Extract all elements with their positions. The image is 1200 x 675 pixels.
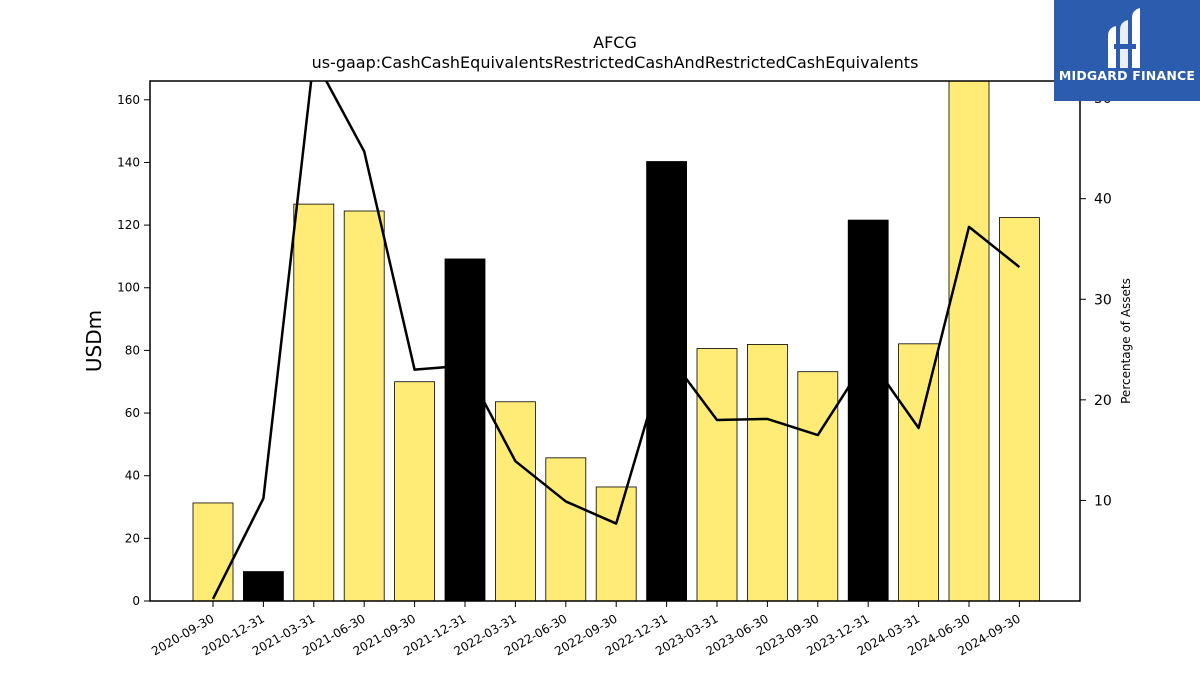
y2-axis-label: Percentage of Assets — [1119, 278, 1133, 404]
logo-text: MIDGARD FINANCE — [1058, 68, 1196, 83]
y-tick-label: 0 — [132, 594, 140, 608]
bar-2020-09-30 — [192, 502, 234, 601]
bar-2023-12-31 — [847, 219, 889, 601]
bar-2023-09-30 — [797, 371, 839, 601]
chart-title: AFCG — [593, 33, 637, 52]
bar-2020-12-31 — [242, 571, 284, 601]
y2-tick-label: 20 — [1094, 393, 1112, 409]
y-tick-label: 20 — [125, 531, 140, 545]
bar-2022-09-30 — [595, 486, 637, 601]
plot-frame — [149, 80, 1081, 602]
bar-2023-06-30 — [747, 344, 788, 601]
y2-tick-label: 10 — [1094, 493, 1112, 509]
bar-2021-06-30 — [343, 210, 385, 601]
x-axis: 2020-09-302020-12-312021-03-312021-06-30… — [149, 601, 1023, 658]
bar-2021-03-31 — [293, 203, 335, 601]
bar-2023-03-31 — [696, 348, 738, 601]
logo-mark-icon — [1108, 8, 1140, 68]
chart-subtitle: us-gaap:CashCashEquivalentsRestrictedCas… — [312, 53, 919, 72]
y-tick-label: 160 — [117, 93, 140, 107]
bar-2024-09-30 — [999, 217, 1040, 601]
y-tick-label: 60 — [125, 406, 140, 420]
y-axis-right: 1020304050 — [1080, 91, 1112, 509]
bar-2024-06-30 — [948, 81, 990, 601]
y-tick-label: 120 — [117, 218, 140, 232]
y-tick-label: 40 — [125, 469, 140, 483]
y-tick-label: 80 — [125, 343, 140, 357]
bar-2024-03-31 — [898, 343, 939, 601]
y-tick-label: 140 — [117, 155, 140, 169]
y2-tick-label: 30 — [1094, 292, 1112, 308]
bar-2021-09-30 — [394, 381, 436, 601]
bar-2021-12-31 — [444, 258, 486, 601]
line-series — [211, 81, 1021, 600]
y-axis-label: USDm — [82, 310, 106, 372]
y-tick-label: 100 — [117, 281, 140, 295]
bar-2022-03-31 — [494, 401, 536, 601]
y-axis-left: 0 20 40 60 80 100 120 140 160 — [117, 93, 150, 608]
percentage-line — [211, 81, 1021, 600]
y2-tick-label: 40 — [1094, 192, 1112, 208]
bar-2022-06-30 — [545, 457, 587, 601]
bar-2022-12-31 — [646, 161, 687, 601]
midgard-finance-logo: MIDGARD FINANCE — [1054, 0, 1200, 101]
